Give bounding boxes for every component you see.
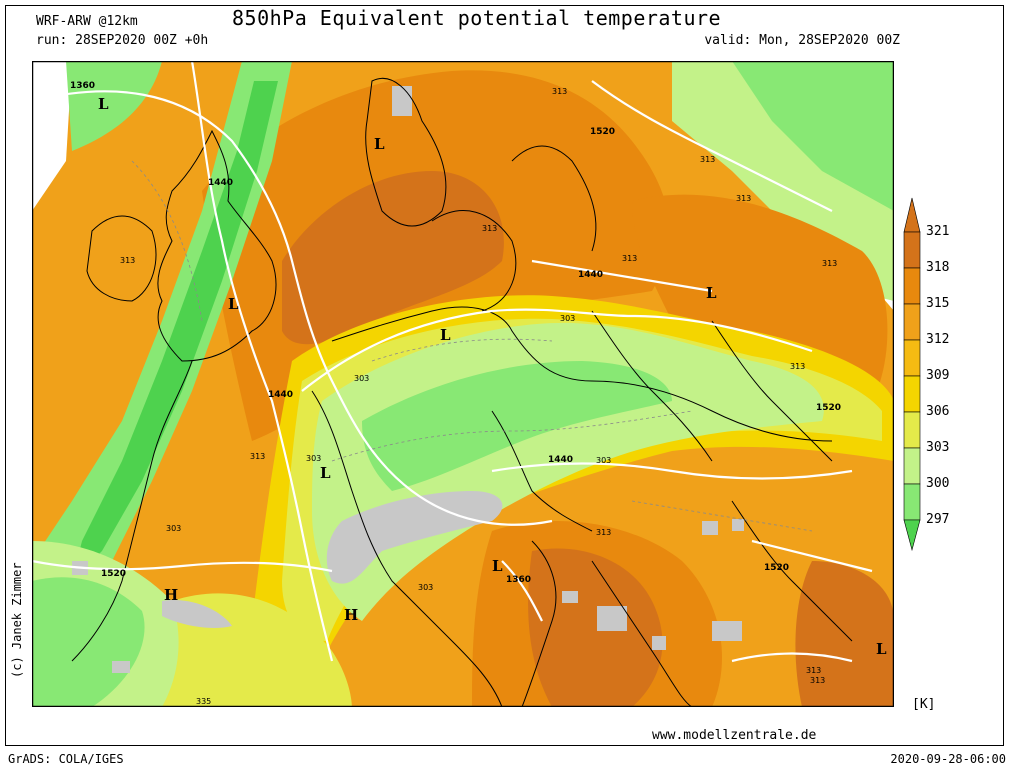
- missing-data-areas: [72, 86, 744, 673]
- geopotential-contours: [32, 61, 873, 663]
- contour-label: 1520: [816, 403, 841, 413]
- low-pressure-center: L: [320, 464, 331, 482]
- field-nw-green: [66, 61, 162, 151]
- contour-label: 313: [736, 194, 751, 203]
- contour-label: 313: [482, 224, 497, 233]
- contour-label: 313: [822, 259, 837, 268]
- field-atlantic-darkgreen: [72, 81, 278, 581]
- contour-label: 1520: [101, 569, 126, 579]
- low-pressure-center: L: [876, 640, 887, 658]
- isentropes: [131, 160, 813, 532]
- software-credit: GrADS: COLA/IGES: [8, 752, 124, 766]
- high-pressure-center: H: [344, 606, 358, 624]
- contour-label: 313: [790, 362, 805, 371]
- colorbar-cell: [903, 375, 921, 413]
- contour-label: 1440: [208, 178, 233, 188]
- author-credit: (c) Janek Zimmer: [10, 562, 24, 678]
- colorbar-cell: [903, 411, 921, 449]
- low-pressure-center: L: [440, 326, 451, 344]
- contour-label: 303: [596, 456, 611, 465]
- run-label: run: 28SEP2020 00Z +0h: [36, 33, 209, 48]
- field-se-hot: [528, 548, 663, 707]
- colorbar-tick-label: 303: [926, 440, 950, 455]
- contour-label: 1440: [548, 455, 573, 465]
- colorbar-cell: [903, 483, 921, 521]
- model-label: WRF-ARW @12km: [36, 14, 138, 29]
- colorbar-tick-label: 306: [926, 404, 950, 419]
- theta-e-labels: 313 313 313 313 313 313 313 313 313 303 …: [120, 87, 837, 706]
- colorbar-bottom-arrow: [903, 519, 921, 552]
- colorbar-cell: [903, 303, 921, 341]
- contour-label: 313: [700, 155, 715, 164]
- low-pressure-center: L: [228, 295, 239, 313]
- colorbar-tick-label: 297: [926, 512, 950, 527]
- field-hot-core-north: [282, 171, 504, 345]
- field-east-warm: [632, 194, 888, 401]
- colorbar-top-arrow: [903, 197, 921, 233]
- contour-label: 1440: [578, 270, 603, 280]
- pressure-centers: L L L L L L L H H L: [98, 95, 887, 658]
- field-ne-green-inner: [732, 61, 894, 211]
- map-border: [32, 61, 894, 707]
- low-pressure-center: L: [706, 284, 717, 302]
- contour-label: 313: [120, 256, 135, 265]
- unit-label: [K]: [912, 697, 936, 712]
- colorbar-tick-label: 309: [926, 368, 950, 383]
- contour-label: 313: [250, 452, 265, 461]
- contour-label: 303: [306, 454, 321, 463]
- colorbar-cell: [903, 267, 921, 305]
- colorbar-cell: [903, 339, 921, 377]
- timestamp: 2020-09-28-06:00: [890, 752, 1006, 766]
- contour-label: 303: [166, 524, 181, 533]
- contour-label: 1360: [70, 81, 95, 91]
- high-pressure-center: H: [164, 586, 178, 604]
- low-pressure-center: L: [374, 135, 385, 153]
- field-central-green-inner: [362, 361, 672, 491]
- chart-title: 850hPa Equivalent potential temperature: [232, 6, 722, 30]
- valid-time-label: valid: Mon, 28SEP2020 00Z: [704, 33, 900, 48]
- contour-label: 303: [418, 583, 433, 592]
- colorbar: [903, 197, 921, 552]
- figure-frame: [5, 5, 1004, 746]
- contour-label: 1360: [506, 575, 531, 585]
- equivalent-potential-temperature-map: 1360 1440 1440 1440 1440 1520 1520 1520 …: [32, 61, 894, 707]
- contour-label: 303: [354, 374, 369, 383]
- colorbar-cell: [903, 231, 921, 269]
- contour-label: 303: [560, 314, 575, 323]
- colorbar-tick-label: 312: [926, 332, 950, 347]
- contour-label: 313: [810, 676, 825, 685]
- contour-label: 313: [622, 254, 637, 263]
- low-pressure-center: L: [98, 95, 109, 113]
- contour-label: 335: [196, 697, 211, 706]
- colorbar-tick-label: 300: [926, 476, 950, 491]
- colorbar-cell: [903, 447, 921, 485]
- contour-label: 313: [806, 666, 821, 675]
- contour-label: 313: [596, 528, 611, 537]
- contour-labels: 1360 1440 1440 1440 1440 1520 1520 1520 …: [70, 81, 841, 585]
- colorbar-tick-label: 318: [926, 260, 950, 275]
- website-label: www.modellzentrale.de: [652, 728, 817, 743]
- colorbar-tick-label: 321: [926, 224, 950, 239]
- contour-label: 313: [552, 87, 567, 96]
- contour-label: 1520: [764, 563, 789, 573]
- contour-label: 1440: [268, 390, 293, 400]
- low-pressure-center: L: [492, 557, 503, 575]
- coastlines-borders: [71, 77, 853, 707]
- colorbar-tick-label: 315: [926, 296, 950, 311]
- contour-label: 1520: [590, 127, 615, 137]
